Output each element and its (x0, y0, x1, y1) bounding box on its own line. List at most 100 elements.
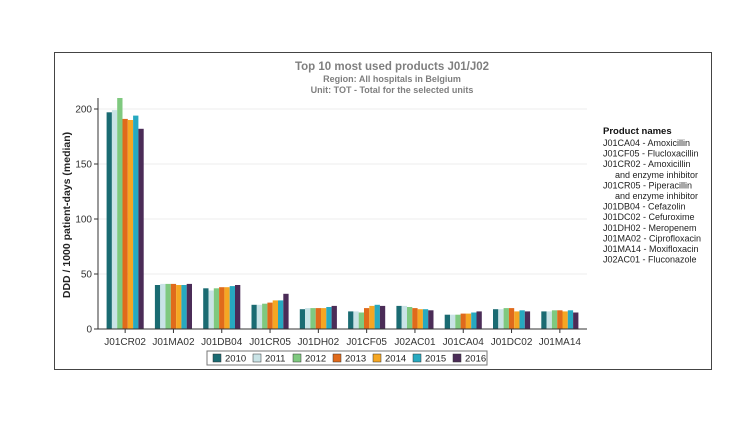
chart-title: Top 10 most used products J01/J02 (295, 61, 489, 73)
x-tick-label: J01DC02 (491, 337, 533, 348)
bar-J01DC02-2010 (493, 309, 499, 329)
legend-swatch-2012 (292, 353, 302, 363)
bar-J02AC01-2014 (417, 309, 423, 329)
product-name-entry: J01CR05 - Piperacillin (603, 180, 692, 190)
bar-J01MA02-2010 (154, 285, 161, 329)
bar-J01CR05-2014 (272, 300, 278, 329)
bar-J01MA02-2014 (176, 285, 182, 329)
product-name-entry: and enzyme inhibitor (615, 191, 698, 201)
bar-J02AC01-2011 (401, 305, 407, 329)
bar-J01DH02-2011 (305, 308, 311, 329)
y-tick-label: 50 (81, 270, 93, 281)
bar-J01DB04-2010 (203, 288, 209, 329)
legend-swatch-2013 (332, 353, 342, 363)
legend-swatch-2014 (372, 353, 382, 363)
bar-J01CR02-2011 (111, 110, 118, 329)
bar-J01CR05-2011 (256, 304, 263, 329)
product-name-entry: J01MA14 - Moxifloxacin (603, 244, 699, 254)
legend-swatch-2010 (212, 353, 222, 363)
bar-J01CR05-2010 (251, 304, 257, 329)
bar-J01MA14-2014 (562, 311, 568, 329)
product-name-entry: J01DB04 - Cefazolin (603, 202, 686, 212)
product-names-title: Product names (603, 126, 672, 137)
y-tick-label: 150 (75, 160, 92, 171)
bar-J02AC01-2016 (428, 310, 434, 329)
legend-label-2014: 2014 (385, 354, 406, 365)
bar-J02AC01-2013 (412, 308, 418, 329)
x-tick-label: J01CF05 (346, 337, 387, 348)
bar-J01MA14-2015 (567, 310, 574, 329)
bar-J01DC02-2015 (519, 310, 525, 329)
bar-J01DH02-2012 (310, 308, 316, 329)
bar-J01DB04-2012 (213, 288, 220, 329)
bar-J01DH02-2013 (315, 308, 321, 329)
bar-J02AC01-2010 (396, 305, 402, 329)
bar-J01MA02-2012 (165, 283, 171, 329)
bar-J01CR05-2016 (283, 293, 289, 329)
bar-J02AC01-2015 (422, 309, 429, 329)
bar-J01MA02-2011 (160, 283, 166, 329)
x-tick-label: J01MA14 (539, 337, 582, 348)
product-name-entry: J01DC02 - Cefuroxime (603, 212, 695, 222)
chart-subtitle-region: Region: All hospitals in Belgium (323, 74, 461, 84)
bar-J01CF05-2014 (369, 305, 375, 329)
legend: 2010 2011 2012 2013 2014 2015 2016 (206, 350, 488, 366)
y-tick-label: 0 (86, 325, 92, 336)
bar-J01DC02-2012 (503, 308, 509, 329)
bar-J01DH02-2016 (331, 305, 337, 329)
bar-J01DC02-2014 (514, 311, 520, 329)
bar-J01CR05-2013 (267, 302, 273, 329)
product-name-entry: J01CR02 - Amoxicillin (603, 159, 691, 169)
bar-J01DC02-2016 (524, 311, 531, 329)
bar-J01CA04-2012 (455, 314, 461, 329)
bar-J01DH02-2014 (321, 308, 327, 329)
bar-J01CA04-2014 (465, 313, 472, 329)
legend-swatch-2015 (412, 353, 422, 363)
bar-J01CR02-2012 (117, 98, 123, 329)
legend-label-2013: 2013 (345, 354, 366, 365)
bar-J01CR02-2015 (133, 115, 139, 329)
bar-J01CA04-2010 (444, 314, 450, 329)
x-tick-label: J01DB04 (201, 337, 243, 348)
bar-J02AC01-2012 (407, 307, 413, 329)
legend-label-2010: 2010 (225, 354, 246, 365)
bar-J01CA04-2016 (476, 311, 482, 329)
bar-J01CR02-2016 (138, 128, 144, 329)
x-tick-label: J01DH02 (297, 337, 339, 348)
bar-J01CF05-2010 (348, 311, 354, 329)
legend-label-2012: 2012 (305, 354, 326, 365)
product-name-entry: J01CA04 - Amoxicillin (603, 138, 690, 148)
bar-J01MA02-2015 (181, 285, 187, 329)
bar-J01CF05-2015 (374, 304, 380, 329)
bar-J01CR02-2010 (106, 112, 112, 329)
chart-subtitle-unit: Unit: TOT - Total for the selected units (311, 85, 474, 95)
bar-J01CA04-2013 (460, 313, 466, 329)
bar-J01CA04-2015 (471, 312, 477, 329)
x-tick-label: J01MA02 (152, 337, 195, 348)
x-tick-label: J01CR05 (249, 337, 291, 348)
legend-swatch-2016 (452, 353, 462, 363)
bar-J01CR02-2013 (122, 118, 128, 330)
bar-J01DC02-2013 (508, 308, 515, 329)
legend-label-2011: 2011 (265, 354, 285, 365)
bar-J01DB04-2015 (229, 286, 235, 329)
bar-J01DB04-2016 (235, 285, 241, 329)
y-axis-label: DDD / 1000 patient-days (median) (61, 132, 73, 298)
bar-J01CR02-2014 (127, 120, 134, 329)
bar-J01CR05-2015 (278, 300, 284, 329)
bar-J01CF05-2011 (353, 311, 359, 329)
product-name-entry: J01CF05 - Flucloxacillin (603, 149, 699, 159)
x-tick-label: J02AC01 (394, 337, 436, 348)
x-tick-label: J01CA04 (443, 337, 485, 348)
bar-J01DH02-2010 (299, 309, 306, 329)
legend-label-2015: 2015 (425, 354, 446, 365)
bar-J01CF05-2012 (358, 312, 364, 329)
bar-J01MA14-2016 (573, 312, 579, 329)
product-name-entry: J02AC01 - Fluconazole (603, 255, 697, 265)
y-tick-label: 200 (75, 105, 92, 116)
y-tick-label: 100 (75, 215, 92, 226)
bar-J01MA14-2011 (546, 311, 552, 329)
bar-J01DB04-2013 (219, 287, 225, 329)
